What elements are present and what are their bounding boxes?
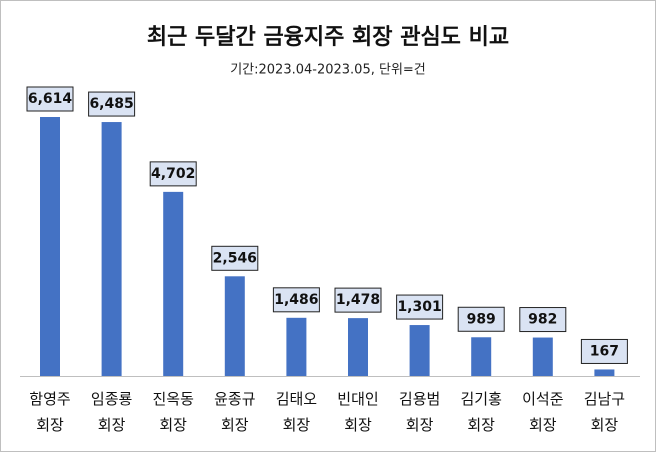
value-label-box [396,294,444,320]
bar [101,122,122,376]
value-label-box [88,91,136,117]
bar [286,317,307,376]
value-label: 167 [590,343,619,359]
x-tick-label: 김남구 회장 [583,390,626,434]
bar [409,325,430,376]
bar [163,191,184,376]
chart-title: 최근 두달간 금융지주 회장 관심도 비교 [147,25,509,50]
value-label-box [519,307,567,333]
bar [532,337,553,376]
x-tick-label: 이석준 회장 [522,390,564,434]
value-label-box [211,245,259,271]
x-tick-label: 김기홍 회장 [460,390,502,434]
value-label: 982 [528,312,557,328]
value-label: 989 [467,311,496,327]
value-label: 1,478 [336,292,380,308]
value-label-box [457,306,505,332]
bar [224,276,245,376]
bar [471,337,492,376]
value-label: 1,486 [274,292,318,308]
x-tick-label: 임종룡 회장 [90,390,133,434]
bar [40,117,60,376]
value-label: 6,614 [28,91,73,107]
x-tick-label: 김태오 회장 [275,390,318,434]
value-label: 1,301 [397,299,441,315]
value-label: 6,485 [89,96,133,112]
x-tick-label: 진옥동 회장 [152,390,194,434]
chart-subtitle: 기간:2023.04-2023.05, 단위=건 [230,63,426,78]
bar [594,369,615,376]
value-label-box [272,287,320,313]
value-label-box [580,338,628,364]
bar [348,318,368,376]
value-label: 4,702 [151,166,195,182]
value-label-box [149,161,197,187]
x-tick-label: 빈대인 회장 [337,390,379,434]
value-label-box [26,86,74,112]
value-label-box [334,287,382,313]
x-tick-label: 함영주 회장 [29,390,71,434]
value-label: 2,546 [213,250,257,266]
x-tick-label: 김용범 회장 [398,390,441,434]
x-tick-label: 윤종규 회장 [214,390,256,434]
